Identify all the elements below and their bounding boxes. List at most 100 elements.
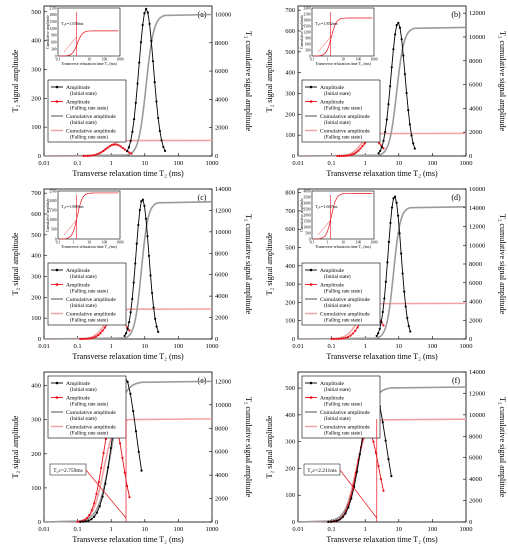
inset-x-axis-label: Transverse relaxation time T₂ (ms) [61,244,117,249]
inset-pointer [63,36,77,53]
legend-sublabel: (Falling rate state) [70,134,108,141]
y-left-tick-label: 500 [285,245,295,252]
amplitude-initial-point [375,334,378,338]
inset-x-tick-label: 1000 [116,58,123,62]
amplitude-falling-point [356,326,359,329]
amplitude-initial-point [81,520,85,523]
amplitude-initial-point [330,520,333,523]
amplitude-initial-point [101,495,104,498]
legend-box [301,79,381,143]
amplitude-falling-point [351,153,354,156]
amplitude-falling-point [102,149,105,153]
legend-sublabel: (Initial state) [324,119,351,126]
amplitude-initial-point [413,147,416,150]
y-left-tick-label: 400 [31,253,41,260]
legend: Amplitude(Initial state)Amplitude(Fallin… [301,262,381,326]
amplitude-initial-point [406,316,409,320]
amplitude-initial-point [143,204,146,208]
amplitude-initial-point [143,12,146,15]
amplitude-initial-point [146,235,149,238]
amplitude-falling-point [377,464,380,468]
amplitude-falling-point [359,147,362,150]
amplitude-initial-point [395,201,398,204]
amplitude-falling-point [348,154,352,157]
inset-y-tick-label: 300 [305,48,311,52]
y-left-tick-label: 300 [31,274,41,281]
legend-swatch-dot [55,283,59,286]
y-right-axis-label: T₂ cumulative signal amplitude [498,214,507,315]
inset-y-tick-label: 2100 [49,6,56,10]
amplitude-falling-point [357,149,360,152]
amplitude-falling-point [330,337,333,341]
amplitude-initial-point [341,516,344,519]
inset-y-tick-label: 1500 [303,24,310,28]
amplitude-initial-point [145,7,148,10]
amplitude-initial-point [140,469,143,472]
inset-frame [57,7,121,57]
y-right-tick-label: 4000 [215,472,228,479]
y-right-tick-label: 4000 [469,299,482,306]
annotation-box [303,463,341,476]
cumulative-initial-line [297,206,467,340]
inset-pointer [63,219,77,236]
inset-y-tick-label: 1800 [49,13,56,17]
amplitude-initial-point [158,129,161,133]
amplitude-falling-point [86,154,89,157]
inset-annotation: T₂c=1.036ms [61,21,84,26]
annotation-pointer [339,469,378,519]
legend-sublabel: (Initial state) [70,302,97,309]
legend-sublabel: (Initial state) [324,302,351,309]
legend-sublabel: (Falling rate state) [70,317,108,324]
amplitude-initial-point [160,139,163,142]
inset-y-tick-label: 500 [305,231,311,235]
amplitude-falling-point [121,146,124,149]
inset-curve [313,193,373,240]
x-tick-label: 10 [142,343,149,350]
amplitude-initial-point [151,60,155,63]
legend-label: Cumulative amplitude [66,129,116,135]
inset-x-tick-label: 100 [102,241,108,245]
y-right-tick-label: 12000 [215,378,231,385]
amplitude-falling-point [354,329,357,332]
x-tick-label: 100 [428,526,438,533]
legend-label: Amplitude [66,381,90,387]
legend-sublabel: (Falling rate state) [324,105,362,112]
y-left-tick-label: 0 [292,336,295,343]
amplitude-initial-point [355,470,359,473]
amplitude-initial-point [152,306,155,309]
amplitude-initial-point [149,274,152,277]
amplitude-initial-point [141,198,144,201]
amplitude-initial-point [395,24,398,27]
legend-label: Cumulative amplitude [66,297,116,303]
legend-sublabel: (Falling rate state) [324,288,362,295]
inset-y-tick-label: 0 [309,237,311,241]
inset-y-tick-label: 1800 [303,18,310,22]
y-right-tick-label: 6000 [215,449,228,456]
amplitude-falling-point [351,332,354,335]
amplitude-initial-point [402,54,405,57]
amplitude-falling-point [100,466,103,470]
amplitude-initial-point [138,209,141,212]
y-left-tick-label: 100 [285,492,295,499]
y-right-tick-label: 14000 [469,369,485,376]
legend-box [47,375,127,439]
panel-label: (c) [198,193,207,202]
inset-y-tick-label: 2500 [303,207,310,211]
amplitude-initial-point [404,305,407,308]
x-tick-label: 0.1 [74,343,82,350]
y-right-tick-label: 12000 [215,207,231,214]
legend-swatch-dot [55,85,59,89]
amplitude-initial-point [392,197,395,200]
x-tick-label: 10 [142,526,149,533]
cumulative-initial-line [297,26,467,157]
inset-curve [59,192,119,240]
amplitude-initial-point [139,41,143,44]
x-tick-label: 100 [428,343,438,350]
amplitude-initial-point [134,430,138,433]
x-tick-label: 0.1 [74,526,82,533]
inset-x-tick-label: 1000 [116,241,123,245]
amplitude-initial-point [385,118,388,121]
y-left-tick-label: 200 [31,451,41,458]
x-tick-label: 100 [174,526,184,533]
